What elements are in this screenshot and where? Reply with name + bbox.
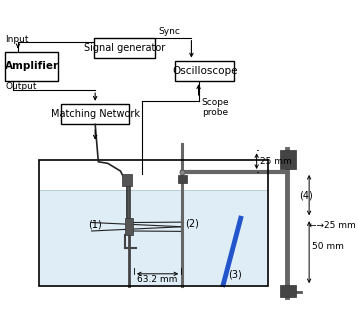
Text: (4): (4) <box>300 190 313 200</box>
Circle shape <box>180 170 185 175</box>
Text: Matching Network: Matching Network <box>51 109 140 119</box>
Text: Amplifier: Amplifier <box>4 61 59 71</box>
Text: Output: Output <box>5 82 37 91</box>
Bar <box>175 61 234 81</box>
Bar <box>178 175 187 184</box>
Bar <box>281 150 296 169</box>
Bar <box>61 104 129 124</box>
Text: Oscilloscope: Oscilloscope <box>172 66 238 76</box>
Text: Input: Input <box>5 35 29 44</box>
Bar <box>122 174 132 187</box>
Bar <box>95 38 155 58</box>
Text: 25 mm: 25 mm <box>260 157 291 166</box>
Text: (3): (3) <box>228 270 242 280</box>
Bar <box>281 285 296 297</box>
Bar <box>39 160 268 286</box>
Bar <box>5 52 58 81</box>
Text: Scope
probe: Scope probe <box>202 98 229 117</box>
Bar <box>40 189 267 285</box>
Text: (2): (2) <box>185 219 199 229</box>
Text: (1): (1) <box>88 219 102 229</box>
Text: ←→25 mm: ←→25 mm <box>309 221 356 230</box>
Text: 50 mm: 50 mm <box>312 241 344 250</box>
Text: Sync: Sync <box>158 27 180 36</box>
Text: Signal generator: Signal generator <box>84 43 165 53</box>
Text: 63.2 mm: 63.2 mm <box>137 275 178 284</box>
Bar <box>125 218 133 235</box>
